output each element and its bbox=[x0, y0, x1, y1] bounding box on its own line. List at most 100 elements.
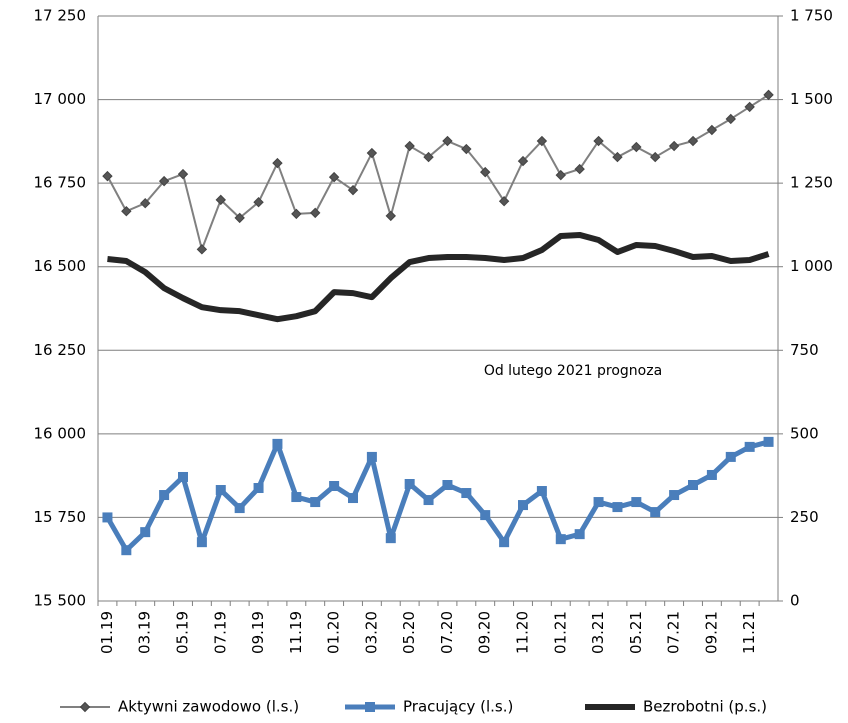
marker bbox=[442, 135, 453, 147]
legend-item: Aktywni zawodowo (l.s.) bbox=[60, 698, 299, 716]
marker bbox=[574, 163, 585, 175]
marker bbox=[366, 451, 377, 462]
marker bbox=[329, 481, 340, 492]
marker bbox=[763, 89, 774, 101]
y-tick-label: 16 250 bbox=[34, 341, 87, 359]
marker bbox=[725, 451, 736, 462]
marker bbox=[744, 441, 755, 452]
series-line bbox=[106, 94, 770, 251]
x-tick-label: 05.21 bbox=[627, 611, 645, 654]
marker bbox=[291, 208, 302, 220]
y-tick-label: 15 750 bbox=[34, 508, 87, 526]
legend-label: Bezrobotni (p.s.) bbox=[643, 698, 767, 716]
marker bbox=[631, 497, 642, 508]
y-tick-label: 16 500 bbox=[34, 257, 87, 275]
marker bbox=[215, 194, 226, 206]
marker bbox=[215, 485, 226, 496]
y2-tick-label: 250 bbox=[790, 508, 819, 526]
marker bbox=[328, 171, 340, 183]
marker bbox=[518, 500, 528, 511]
y2-tick-label: 1 250 bbox=[790, 174, 833, 192]
legend-item: Pracujący (l.s.) bbox=[345, 698, 513, 716]
marker bbox=[291, 492, 302, 503]
x-tick-label: 03.20 bbox=[362, 611, 380, 654]
marker bbox=[536, 486, 547, 497]
x-tick-label: 09.20 bbox=[476, 611, 494, 654]
marker bbox=[536, 135, 548, 147]
x-tick-label: 07.20 bbox=[438, 611, 456, 654]
marker bbox=[725, 113, 736, 125]
y-tick-label: 17 000 bbox=[34, 90, 87, 108]
marker bbox=[234, 503, 245, 514]
marker bbox=[272, 157, 283, 169]
x-tick-label: 07.19 bbox=[211, 611, 229, 654]
legend-marker bbox=[79, 701, 91, 713]
x-tick-label: 09.19 bbox=[249, 611, 267, 654]
x-tick-label: 05.20 bbox=[400, 611, 418, 654]
marker bbox=[555, 534, 566, 545]
marker bbox=[404, 479, 415, 489]
marker bbox=[612, 502, 623, 513]
marker bbox=[159, 490, 170, 501]
marker bbox=[234, 212, 245, 224]
marker bbox=[480, 510, 491, 521]
marker bbox=[121, 545, 132, 556]
marker bbox=[347, 184, 359, 196]
series-line bbox=[107, 231, 770, 323]
y2-tick-label: 1 750 bbox=[790, 7, 833, 25]
y2-tick-label: 500 bbox=[790, 424, 819, 442]
marker bbox=[140, 527, 151, 538]
x-tick-label: 11.21 bbox=[740, 611, 758, 654]
x-tick-label: 11.20 bbox=[514, 611, 532, 654]
marker bbox=[480, 166, 491, 178]
marker bbox=[253, 196, 264, 208]
marker bbox=[706, 124, 718, 136]
x-tick-label: 11.19 bbox=[287, 611, 305, 654]
marker bbox=[310, 497, 321, 508]
marker bbox=[669, 490, 680, 501]
marker bbox=[102, 512, 113, 523]
legend-item: Bezrobotni (p.s.) bbox=[585, 698, 767, 716]
x-tick-label: 07.21 bbox=[665, 611, 683, 654]
marker bbox=[650, 151, 661, 163]
y2-tick-label: 0 bbox=[790, 592, 800, 610]
x-tick-label: 03.21 bbox=[589, 611, 607, 654]
marker bbox=[423, 495, 434, 506]
x-tick-label: 01.21 bbox=[551, 611, 569, 654]
marker bbox=[178, 471, 188, 482]
x-tick-label: 01.20 bbox=[325, 611, 343, 654]
marker bbox=[423, 151, 434, 163]
y-tick-label: 16 750 bbox=[34, 174, 87, 192]
x-tick-label: 05.19 bbox=[174, 611, 192, 654]
marker bbox=[498, 195, 510, 207]
legend-label: Aktywni zawodowo (l.s.) bbox=[118, 698, 299, 716]
marker bbox=[517, 155, 529, 167]
marker bbox=[140, 197, 151, 209]
marker bbox=[121, 206, 132, 217]
marker bbox=[196, 537, 207, 548]
x-tick-label: 09.21 bbox=[702, 611, 720, 654]
marker bbox=[177, 168, 189, 180]
marker bbox=[385, 533, 396, 544]
marker bbox=[499, 537, 510, 548]
marker bbox=[744, 101, 755, 113]
marker bbox=[348, 493, 358, 504]
marker bbox=[272, 438, 283, 449]
y-tick-label: 17 250 bbox=[34, 7, 87, 25]
y-tick-label: 15 500 bbox=[34, 592, 87, 610]
y-tick-label: 16 000 bbox=[34, 424, 87, 442]
marker bbox=[593, 497, 604, 508]
marker bbox=[763, 436, 774, 447]
marker bbox=[404, 140, 415, 152]
marker bbox=[196, 244, 208, 255]
marker bbox=[461, 488, 472, 499]
annotation: Od lutego 2021 prognoza bbox=[484, 363, 662, 379]
marker bbox=[555, 169, 566, 181]
marker bbox=[631, 141, 642, 153]
marker bbox=[461, 143, 472, 155]
x-tick-label: 03.19 bbox=[136, 611, 154, 654]
marker bbox=[612, 151, 623, 163]
marker bbox=[668, 140, 680, 152]
marker bbox=[385, 210, 396, 222]
